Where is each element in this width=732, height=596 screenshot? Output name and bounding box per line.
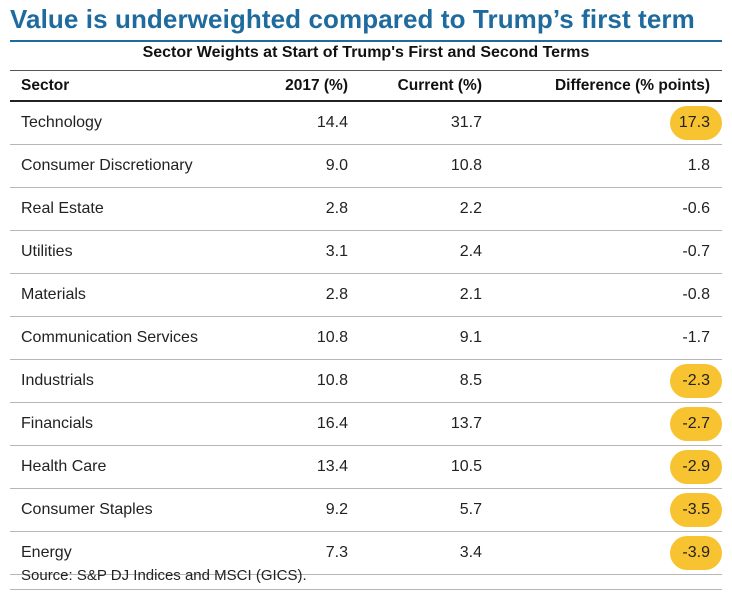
value-2017: 9.2	[325, 501, 348, 518]
value-difference: -2.7	[682, 415, 710, 432]
highlight-badge	[670, 493, 722, 527]
sector-name: Real Estate	[21, 200, 104, 217]
value-current: 2.2	[459, 200, 482, 217]
sector-name: Health Care	[21, 458, 107, 475]
sector-name: Industrials	[21, 372, 94, 389]
sector-name: Consumer Staples	[21, 501, 153, 518]
value-difference: 17.3	[678, 114, 710, 131]
value-difference: -3.5	[682, 501, 710, 518]
table-row: Utilities 3.1 2.4 -0.7	[10, 231, 722, 274]
sector-name: Consumer Discretionary	[21, 157, 193, 174]
sector-name: Financials	[21, 415, 94, 432]
table-row: Financials 16.4 13.7 -2.7	[10, 403, 722, 446]
value-2017: 13.4	[316, 458, 348, 475]
value-2017: 7.3	[325, 544, 348, 561]
column-header-sector: Sector	[21, 77, 70, 94]
sector-name: Utilities	[21, 243, 73, 260]
value-current: 10.8	[450, 157, 482, 174]
value-2017: 2.8	[325, 286, 348, 303]
sector-name: Communication Services	[21, 329, 198, 346]
value-2017: 16.4	[316, 415, 348, 432]
value-current: 13.7	[450, 415, 482, 432]
table-row: Technology 14.4 31.7 17.3	[10, 102, 722, 145]
value-current: 3.4	[459, 544, 482, 561]
value-current: 2.4	[459, 243, 482, 260]
value-current: 10.5	[450, 458, 482, 475]
sector-name: Technology	[21, 114, 102, 131]
value-current: 8.5	[459, 372, 482, 389]
title-divider	[10, 40, 722, 42]
table-row: Health Care 13.4 10.5 -2.9	[10, 446, 722, 489]
highlight-badge	[670, 364, 722, 398]
value-difference: 1.8	[687, 157, 710, 174]
value-2017: 14.4	[316, 114, 348, 131]
value-2017: 10.8	[316, 329, 348, 346]
column-header-difference: Difference (% points)	[554, 77, 710, 94]
highlight-badge	[670, 106, 722, 140]
table-row: Consumer Discretionary 9.0 10.8 1.8	[10, 145, 722, 188]
value-difference: -1.7	[682, 329, 710, 346]
value-difference: -3.9	[682, 544, 710, 561]
value-2017: 2.8	[325, 200, 348, 217]
value-current: 2.1	[459, 286, 482, 303]
value-2017: 3.1	[325, 243, 348, 260]
value-difference: -0.6	[682, 200, 710, 217]
value-difference: -2.3	[682, 372, 710, 389]
table-row: Consumer Staples 9.2 5.7 -3.5	[10, 489, 722, 532]
sector-name: Materials	[21, 286, 86, 303]
value-difference: -2.9	[682, 458, 710, 475]
column-header-2017: 2017 (%)	[285, 77, 348, 94]
table-row: Real Estate 2.8 2.2 -0.6	[10, 188, 722, 231]
value-current: 9.1	[459, 329, 482, 346]
table-row: Materials 2.8 2.1 -0.8	[10, 274, 722, 317]
sector-name: Energy	[21, 544, 72, 561]
sector-table: Technology 14.4 31.7 17.3 Consumer Discretio…	[10, 102, 722, 575]
value-current: 5.7	[459, 501, 482, 518]
page-title: Value is underweighted compared to Trump…	[10, 4, 695, 34]
value-current: 31.7	[450, 114, 482, 131]
value-difference: -0.7	[682, 243, 710, 260]
value-2017: 10.8	[316, 372, 348, 389]
table-row: Energy 7.3 3.4 -3.9	[10, 532, 722, 575]
table-row: Industrials 10.8 8.5 -2.3	[10, 360, 722, 403]
subtitle-divider	[10, 70, 722, 71]
bottom-divider	[10, 589, 722, 590]
header-divider	[10, 100, 722, 102]
highlight-badge	[670, 407, 722, 441]
column-header-current: Current (%)	[397, 77, 482, 94]
value-2017: 9.0	[325, 157, 348, 174]
highlight-badge	[670, 536, 722, 570]
value-difference: -0.8	[682, 286, 710, 303]
table-subtitle: Sector Weights at Start of Trump's First…	[142, 44, 590, 61]
table-row: Communication Services 10.8 9.1 -1.7	[10, 317, 722, 360]
source-note: Source: S&P DJ Indices and MSCI (GICS).	[21, 567, 307, 584]
highlight-badge	[670, 450, 722, 484]
